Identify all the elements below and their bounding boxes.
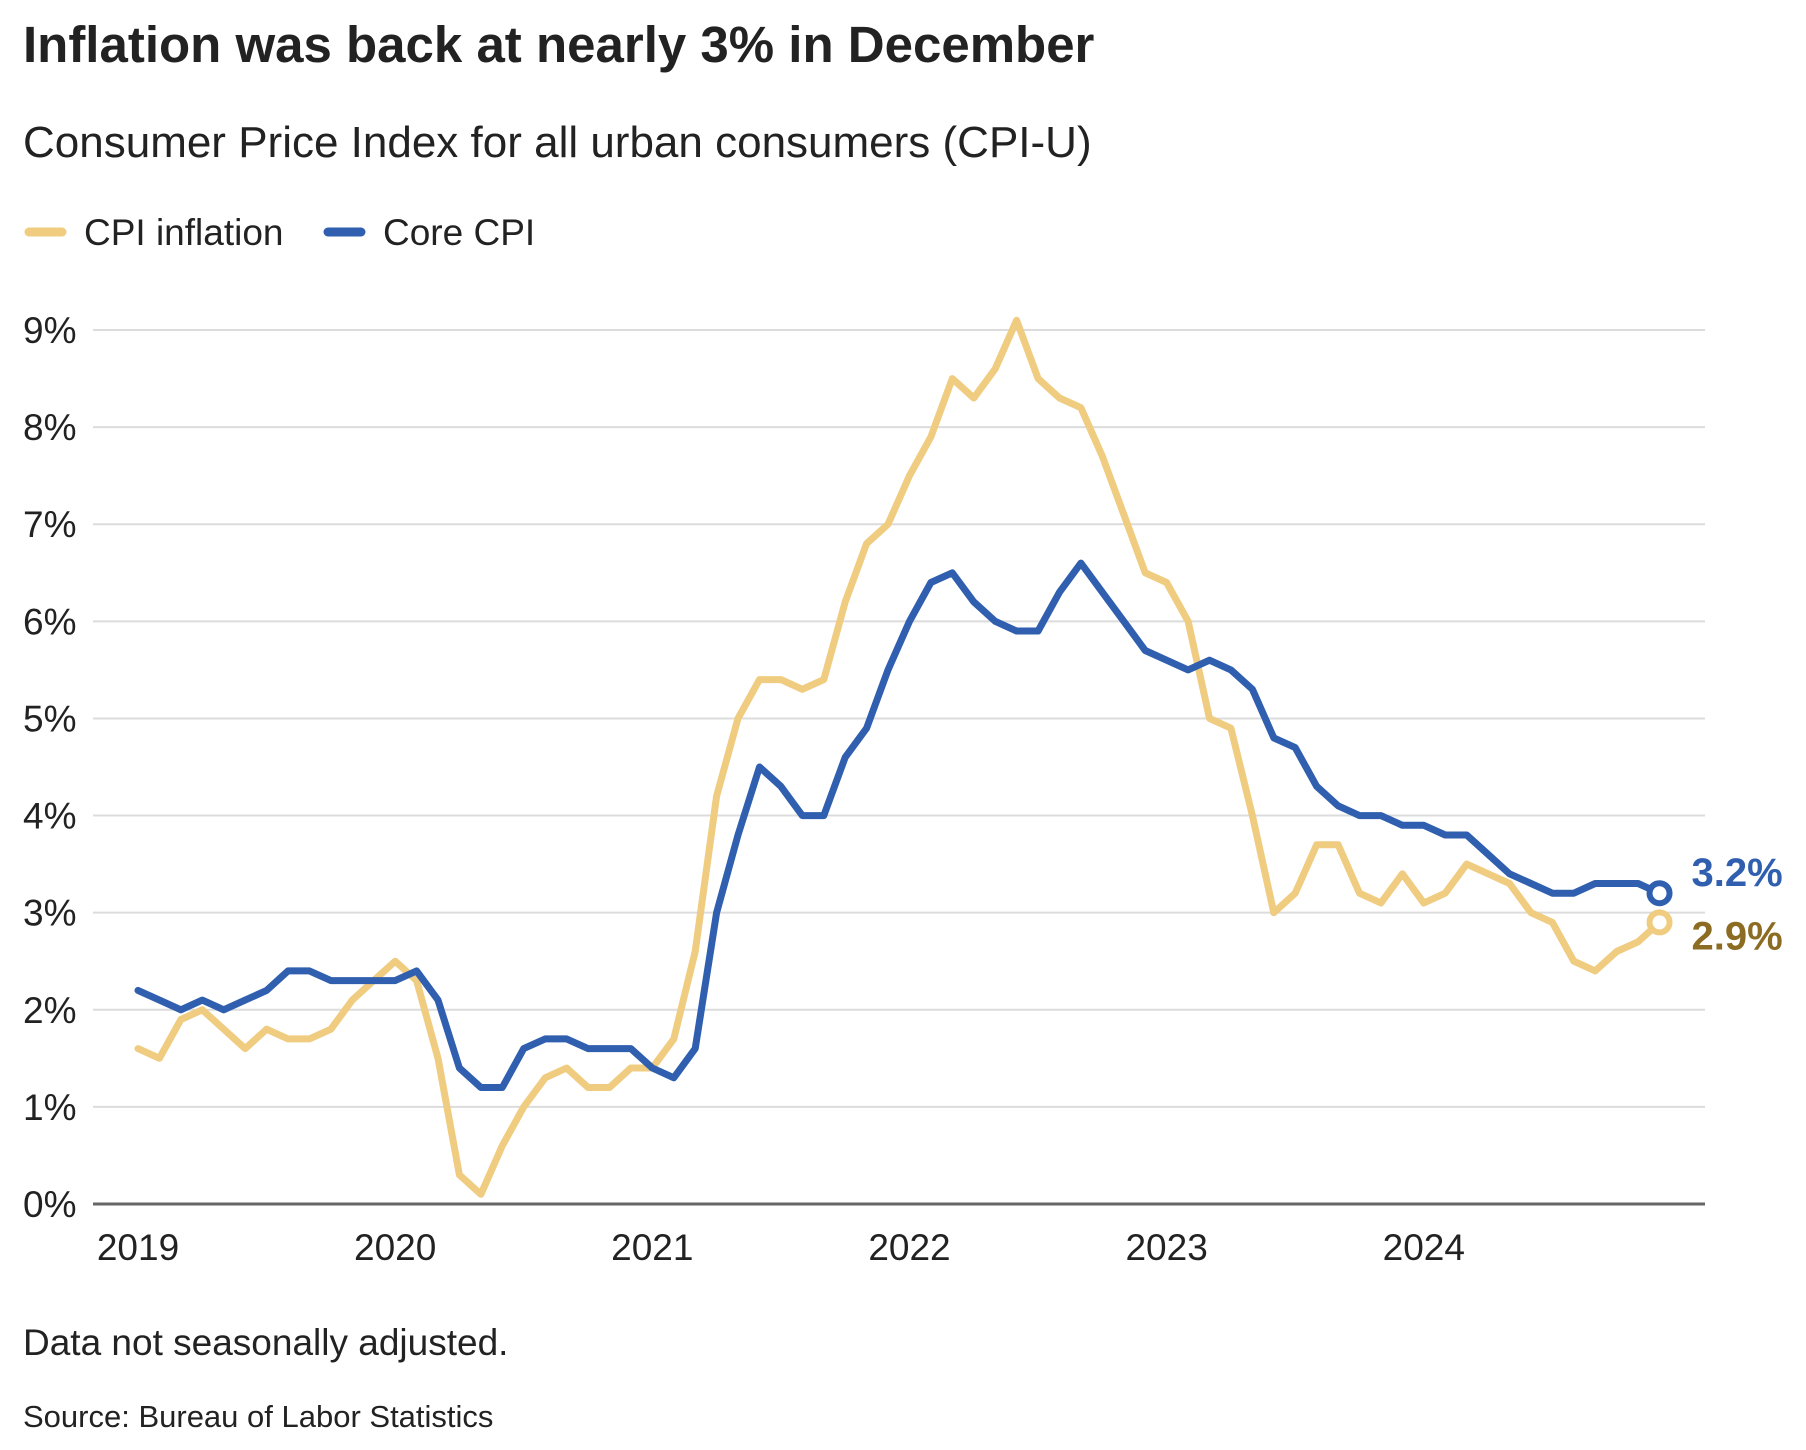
x-tick-label: 2020 <box>354 1227 436 1268</box>
y-tick-label: 6% <box>23 601 76 642</box>
gridlines <box>93 329 1705 1206</box>
legend-label-cpi: CPI inflation <box>84 212 284 253</box>
y-axis-ticks: 0% 1% 2% 3% 4% 5% 6% 7% 8% 9% <box>23 310 76 1225</box>
x-tick-label: 2022 <box>868 1227 950 1268</box>
y-tick-label: 5% <box>23 698 76 739</box>
end-value-label: 3.2% <box>1692 851 1783 895</box>
y-tick-label: 2% <box>23 990 76 1031</box>
y-tick-label: 1% <box>23 1087 76 1128</box>
chart-source: Source: Bureau of Labor Statistics <box>23 1399 493 1434</box>
legend-label-core: Core CPI <box>383 212 535 253</box>
y-tick-label: 0% <box>23 1184 76 1225</box>
y-tick-label: 9% <box>23 310 76 351</box>
end-labels: 2.9% 3.2% <box>1646 851 1783 958</box>
x-tick-label: 2019 <box>97 1227 179 1268</box>
x-tick-label: 2021 <box>611 1227 693 1268</box>
legend: CPI inflation Core CPI <box>24 212 535 253</box>
end-point-marker <box>1646 880 1673 907</box>
end-point-marker <box>1646 909 1673 936</box>
y-tick-label: 4% <box>23 796 76 837</box>
chart-title: Inflation was back at nearly 3% in Decem… <box>23 16 1095 73</box>
y-tick-label: 7% <box>23 504 76 545</box>
x-tick-label: 2024 <box>1383 1227 1465 1268</box>
chart-subtitle: Consumer Price Index for all urban consu… <box>23 118 1092 167</box>
series-lines <box>134 316 1663 1198</box>
series-line-core <box>134 559 1663 1091</box>
chart-note: Data not seasonally adjusted. <box>23 1322 508 1363</box>
series-line-cpi <box>134 316 1663 1198</box>
end-value-label: 2.9% <box>1692 914 1783 958</box>
x-tick-label: 2023 <box>1125 1227 1207 1268</box>
y-tick-label: 3% <box>23 893 76 934</box>
y-tick-label: 8% <box>23 407 76 448</box>
x-axis-ticks: 2019 2020 2021 2022 2023 2024 <box>97 1227 1465 1268</box>
